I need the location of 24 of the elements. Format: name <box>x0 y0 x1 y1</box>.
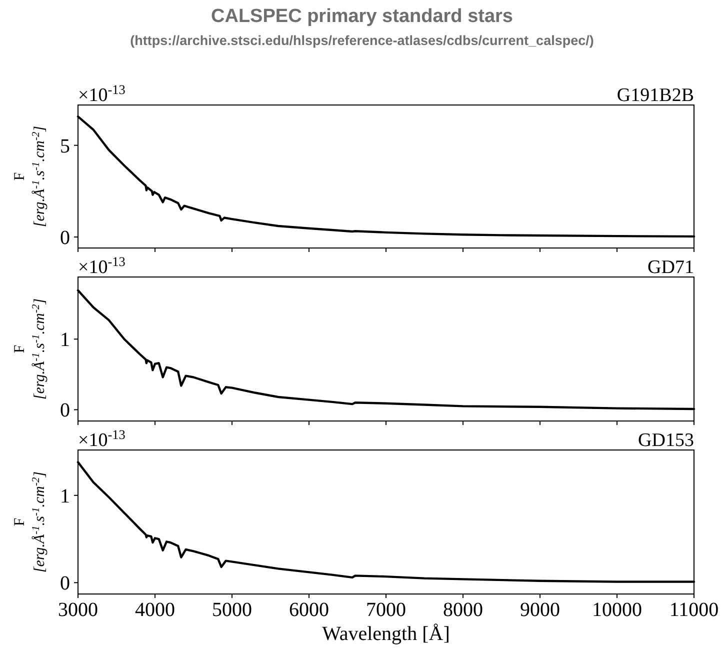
y-tick-label: 0 <box>60 227 70 249</box>
x-tick-label: 8000 <box>443 599 483 621</box>
annotation: ×10$^{-13}$ <box>78 426 126 451</box>
x-tick-label: 3000 <box>58 599 98 621</box>
x-tick-label: 9000 <box>520 599 560 621</box>
x-tick-label: 10000 <box>592 599 642 621</box>
y-tick-label: 0 <box>60 572 70 595</box>
chart-subtitle: (https://archive.stsci.edu/hlsps/reference-atlases/cdbs/current_calspec/) <box>130 33 594 48</box>
y-tick-label: 1 <box>60 485 70 508</box>
text: GD153 <box>638 430 694 451</box>
y-tick-label: 1 <box>60 329 70 352</box>
chart-title: CALSPEC primary standard stars <box>211 6 513 27</box>
text: G191B2B <box>616 85 694 106</box>
y-tick-label: 5 <box>60 135 70 158</box>
x-tick-label: 5000 <box>212 599 252 621</box>
text: GD71 <box>648 257 694 278</box>
x-tick-label: 7000 <box>366 599 406 621</box>
x-tick-label: 4000 <box>135 599 175 621</box>
x-tick-label: 11000 <box>669 599 719 621</box>
x-tick-label: 6000 <box>289 599 329 621</box>
annotation: ×10$^{-13}$ <box>78 82 126 106</box>
x-axis-title: Wavelength [Å] <box>322 623 450 645</box>
y-tick-label: 0 <box>60 400 70 422</box>
annotation: ×10$^{-13}$ <box>78 254 126 278</box>
